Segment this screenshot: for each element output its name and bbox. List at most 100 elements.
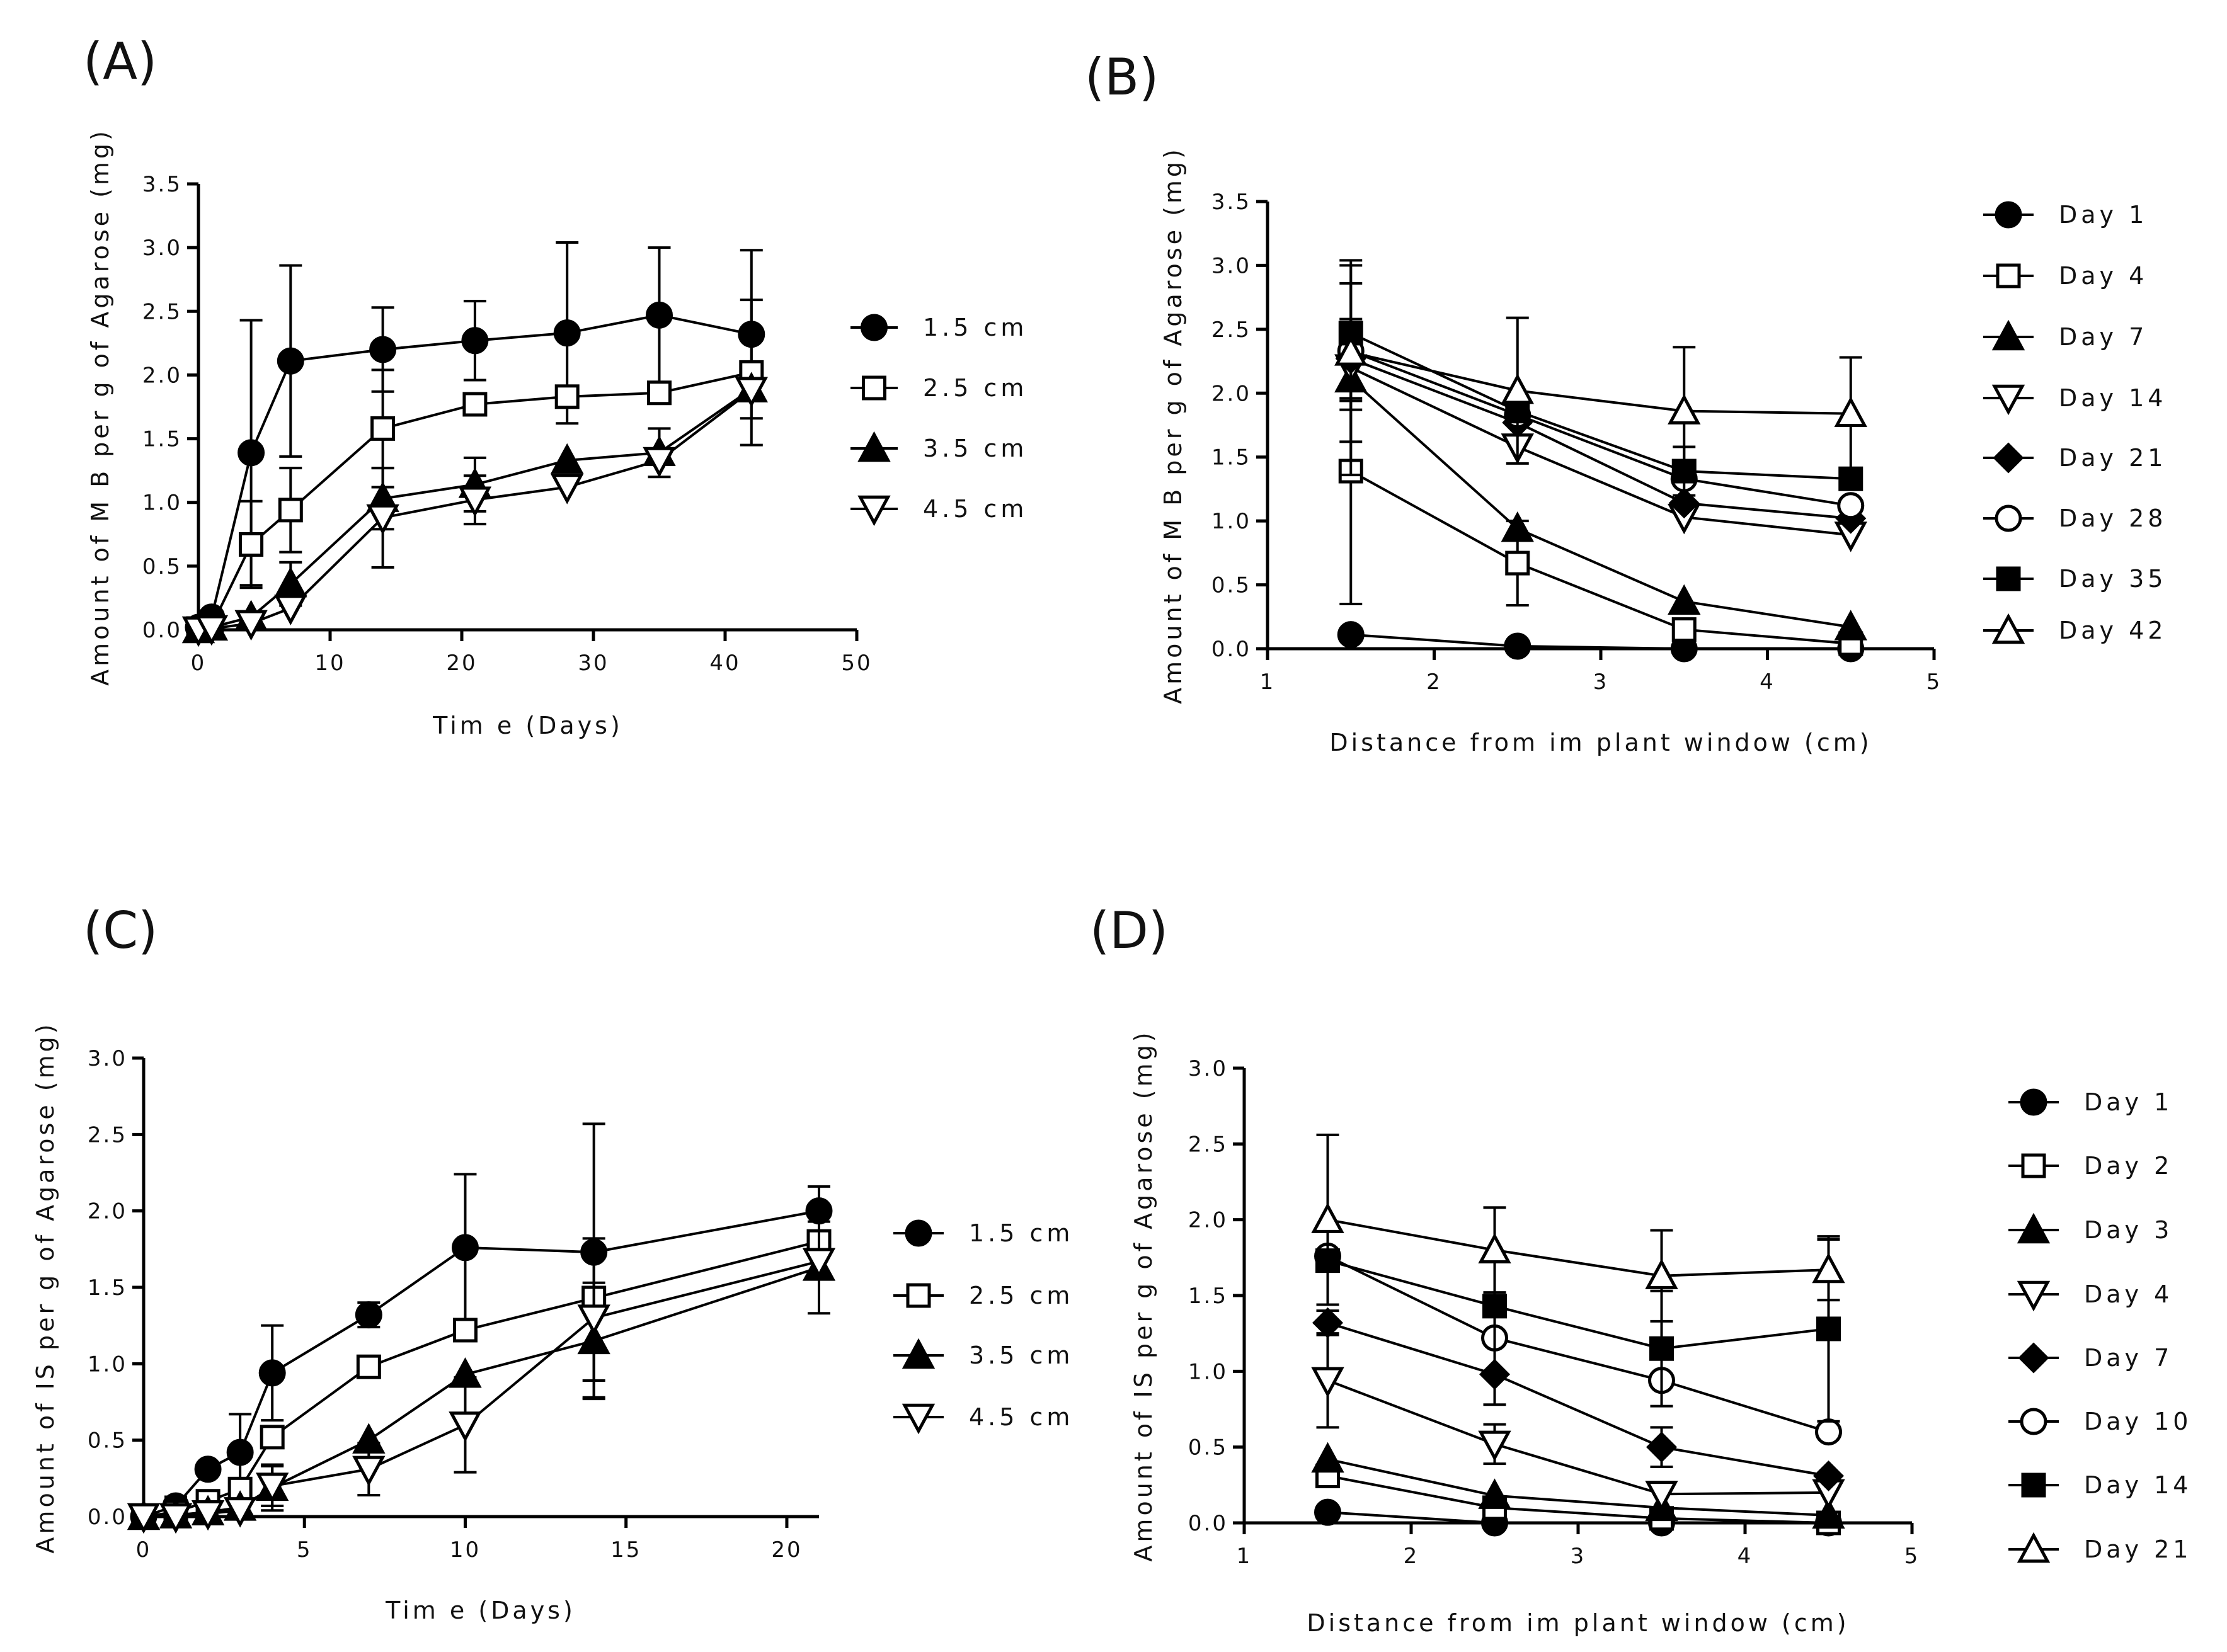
y-axis-title: Amount of IS per g of Agarose (mg) <box>31 1021 59 1553</box>
data-point <box>1812 1460 1845 1491</box>
series-line <box>143 1209 820 1518</box>
legend-marker <box>905 1219 932 1247</box>
legend-label: Day 14 <box>2059 384 2167 412</box>
x-tick-label: 2 <box>1404 1544 1419 1569</box>
data-point <box>647 380 672 406</box>
x-tick-label: 1 <box>1260 669 1276 695</box>
legend-label: Day 35 <box>2059 565 2167 593</box>
legend-marker <box>1995 504 2022 532</box>
data-point <box>802 1248 836 1279</box>
data-point <box>646 301 673 329</box>
data-point <box>1834 396 1867 427</box>
data-point <box>458 486 492 517</box>
data-point <box>278 498 303 523</box>
x-tick-label: 50 <box>841 651 872 676</box>
data-point <box>1314 1498 1341 1526</box>
legend-marker <box>861 314 888 341</box>
legend-marker <box>1993 442 2024 474</box>
legend-item: Day 1 <box>1983 201 2148 229</box>
series-day-3 <box>1311 1442 1845 1529</box>
y-tick-label: 2.5 <box>142 299 182 324</box>
data-point <box>1334 335 1368 366</box>
legend-marker <box>2020 1088 2047 1116</box>
series-line <box>1327 1255 1829 1433</box>
y-tick-label: 1.5 <box>142 427 182 452</box>
x-tick-label: 15 <box>610 1537 641 1563</box>
y-tick-label: 3.0 <box>1188 1056 1228 1081</box>
data-point <box>274 595 307 625</box>
data-point <box>356 1354 381 1379</box>
data-point <box>1812 1252 1845 1284</box>
legend-item: 3.5 cm <box>850 431 1024 462</box>
legend-label: Day 21 <box>2059 444 2167 472</box>
data-point <box>234 610 268 641</box>
legend-item: Day 4 <box>1983 262 2144 290</box>
y-tick-label: 0.0 <box>88 1505 127 1530</box>
legend-item: Day 21 <box>1983 442 2167 474</box>
data-point <box>1838 466 1863 491</box>
legend-item: Day 14 <box>2008 1471 2188 1499</box>
legend-marker <box>1991 384 2025 416</box>
data-point <box>366 504 399 535</box>
legend-item: 1.5 cm <box>850 314 1024 341</box>
legend-item: 2.5 cm <box>850 374 1028 402</box>
data-point <box>1649 1336 1674 1361</box>
legend-marker <box>1996 566 2021 591</box>
panel-label: (A) <box>83 32 157 91</box>
y-tick-label: 2.0 <box>88 1199 127 1224</box>
legend-label: Day 7 <box>2059 323 2148 351</box>
legend-marker <box>2018 1342 2049 1374</box>
series-2-5-cm <box>131 1229 832 1529</box>
series-line <box>1350 366 1851 537</box>
data-point <box>643 447 676 478</box>
legend-marker <box>857 431 891 462</box>
legend-label: Day 21 <box>2084 1535 2192 1563</box>
data-point <box>1312 1307 1344 1338</box>
y-tick-label: 0.5 <box>142 554 182 579</box>
data-point <box>1505 550 1530 576</box>
legend-marker <box>857 495 891 527</box>
data-point <box>1668 394 1701 424</box>
data-point <box>260 1425 285 1450</box>
x-tick-label: 40 <box>709 651 740 676</box>
panel-label: (C) <box>83 901 157 960</box>
series-line <box>1327 1218 1829 1277</box>
y-tick-label: 1.5 <box>88 1275 127 1301</box>
legend-label: Day 3 <box>2084 1216 2173 1244</box>
data-point <box>1671 617 1697 642</box>
y-tick-label: 2.5 <box>1188 1132 1228 1157</box>
legend-marker <box>862 375 886 401</box>
series-line <box>1350 351 1851 415</box>
legend-marker <box>2021 1473 2046 1498</box>
y-tick-label: 3.5 <box>142 172 182 197</box>
data-point <box>1311 1202 1344 1233</box>
data-point <box>551 474 584 504</box>
series-day-7 <box>1334 282 1867 641</box>
data-point <box>452 1318 478 1343</box>
data-point <box>258 1359 286 1387</box>
legend-marker <box>902 1338 936 1369</box>
legend-marker <box>2020 1408 2047 1435</box>
legend-label: Day 4 <box>2084 1280 2173 1308</box>
legend-label: Day 1 <box>2059 201 2148 229</box>
legend-label: 2.5 cm <box>969 1282 1073 1309</box>
series-day-21 <box>1311 1133 1845 1323</box>
y-tick-label: 2.5 <box>88 1122 127 1148</box>
series-day-35 <box>1338 264 1863 497</box>
series-line <box>1327 1457 1829 1517</box>
legend-label: 2.5 cm <box>923 374 1028 402</box>
x-tick-label: 10 <box>314 651 345 676</box>
data-point <box>554 384 580 409</box>
data-point <box>127 1503 161 1534</box>
series-4-5-cm <box>127 1237 836 1534</box>
data-point <box>1338 459 1363 484</box>
x-tick-label: 30 <box>578 651 609 676</box>
data-point <box>577 1304 610 1335</box>
legend-marker <box>1996 263 2021 288</box>
legend-label: Day 42 <box>2059 617 2167 644</box>
data-point <box>1816 1316 1841 1342</box>
legend-item: 4.5 cm <box>850 495 1024 527</box>
y-tick-label: 0.5 <box>1188 1435 1228 1461</box>
x-tick-label: 2 <box>1426 669 1442 695</box>
